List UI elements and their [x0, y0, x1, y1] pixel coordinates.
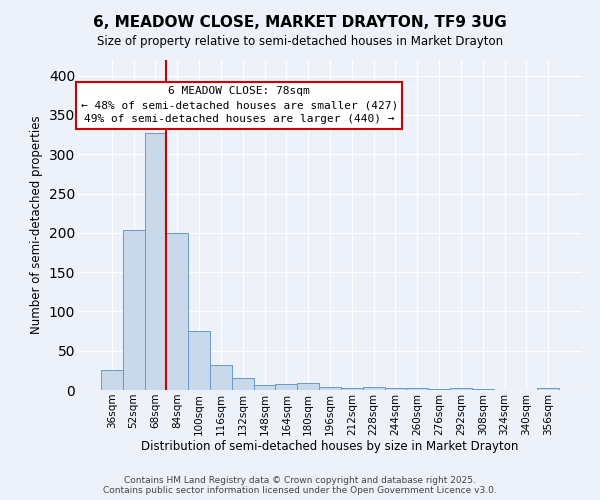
Bar: [537, 388, 559, 390]
X-axis label: Distribution of semi-detached houses by size in Market Drayton: Distribution of semi-detached houses by …: [142, 440, 518, 454]
Bar: [232, 378, 254, 390]
Bar: [210, 365, 232, 390]
Bar: [385, 388, 406, 390]
Bar: [101, 370, 123, 390]
Bar: [275, 384, 297, 390]
Text: 6 MEADOW CLOSE: 78sqm
← 48% of semi-detached houses are smaller (427)
49% of sem: 6 MEADOW CLOSE: 78sqm ← 48% of semi-deta…: [80, 86, 398, 124]
Bar: [450, 388, 472, 390]
Bar: [341, 388, 363, 390]
Bar: [472, 389, 494, 390]
Bar: [145, 133, 166, 390]
Bar: [319, 387, 341, 390]
Bar: [254, 384, 275, 390]
Bar: [363, 387, 385, 390]
Text: Size of property relative to semi-detached houses in Market Drayton: Size of property relative to semi-detach…: [97, 35, 503, 48]
Text: Contains HM Land Registry data © Crown copyright and database right 2025.
Contai: Contains HM Land Registry data © Crown c…: [103, 476, 497, 495]
Bar: [406, 388, 428, 390]
Bar: [166, 233, 188, 390]
Bar: [123, 230, 145, 390]
Bar: [188, 331, 210, 390]
Y-axis label: Number of semi-detached properties: Number of semi-detached properties: [30, 116, 43, 334]
Bar: [297, 383, 319, 390]
Text: 6, MEADOW CLOSE, MARKET DRAYTON, TF9 3UG: 6, MEADOW CLOSE, MARKET DRAYTON, TF9 3UG: [93, 15, 507, 30]
Bar: [428, 389, 450, 390]
